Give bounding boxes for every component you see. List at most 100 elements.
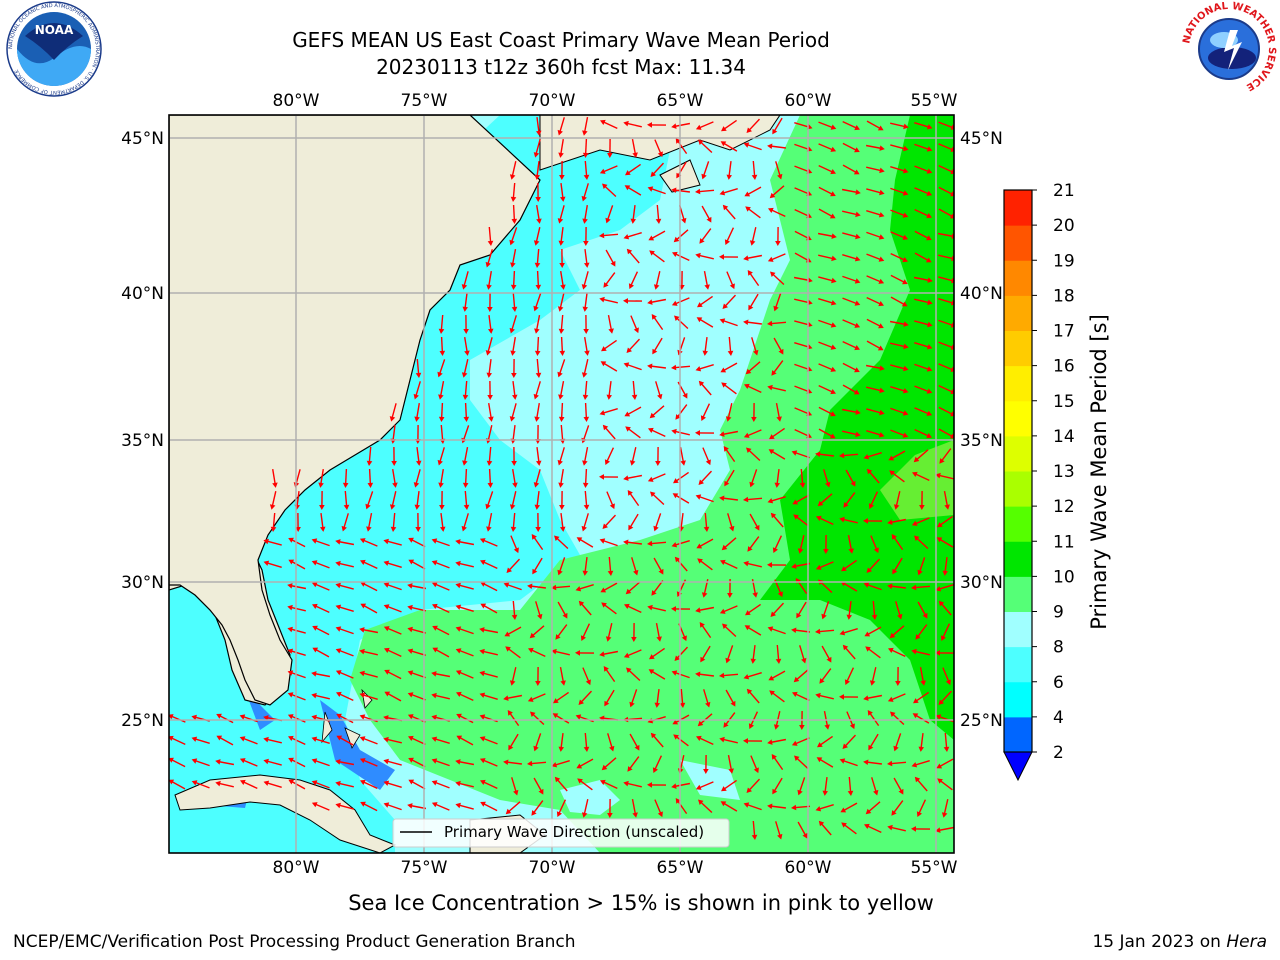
wave-arrow-shaft: [794, 252, 810, 262]
wave-arrow-shaft: [602, 165, 618, 173]
wave-arrow-head: [651, 314, 657, 320]
wave-arrow-head: [915, 634, 921, 640]
wave-arrow-shaft: [842, 319, 858, 327]
wave-arrow-head: [557, 569, 563, 576]
wave-arrow-head: [824, 724, 830, 730]
wave-arrow-head: [533, 482, 540, 488]
wave-arrow-head: [729, 283, 735, 290]
wave-arrow-head: [792, 691, 798, 697]
wave-arrow-head: [887, 583, 893, 589]
wave-arrow-head: [408, 559, 415, 565]
wave-arrow-head: [825, 481, 831, 488]
wave-arrow-head: [696, 735, 702, 741]
wave-arrow-head: [671, 542, 678, 548]
wave-arrow-shaft: [724, 206, 736, 220]
wave-arrow-head: [359, 736, 366, 742]
wave-arrow-shaft: [434, 781, 450, 789]
wave-arrow-head: [768, 207, 774, 213]
wave-arrow-head: [743, 142, 750, 148]
wave-arrow-head: [674, 315, 680, 321]
wave-arrow-head: [392, 482, 398, 488]
wave-arrow-head: [360, 801, 366, 807]
wave-arrow-shaft: [511, 161, 517, 177]
wave-arrow-shaft: [700, 382, 712, 396]
wave-arrow-head: [719, 736, 725, 743]
wave-arrow-head: [719, 318, 726, 324]
wave-arrow-head: [671, 783, 677, 789]
wave-arrow-shaft: [458, 782, 474, 788]
wave-arrow-shaft: [722, 142, 738, 152]
wave-arrow-shaft: [506, 626, 522, 636]
wave-arrow-head: [607, 570, 614, 576]
wave-arrow-shaft: [579, 690, 593, 704]
wave-arrow-head: [855, 233, 861, 240]
wave-arrow-head: [610, 260, 616, 267]
wave-arrow-head: [649, 412, 656, 419]
wave-arrow-shaft: [941, 623, 951, 639]
wave-arrow-head: [849, 723, 855, 730]
wave-arrow-head: [529, 632, 536, 639]
wave-arrow-shaft: [554, 650, 570, 656]
wave-arrow-head: [878, 432, 885, 438]
wave-arrow-head: [557, 371, 563, 378]
wave-arrow-shaft: [464, 336, 468, 354]
wave-arrow-head: [320, 526, 326, 532]
wave-arrow-head: [778, 348, 784, 355]
wave-arrow-head: [626, 347, 632, 353]
colorbar-tick-label: 2: [1053, 743, 1064, 763]
wave-arrow-shaft: [773, 535, 783, 551]
wave-arrow-shaft: [630, 315, 638, 331]
wave-arrow-shaft: [823, 710, 829, 728]
wave-arrow-head: [695, 784, 702, 790]
wave-arrow-shaft: [558, 557, 566, 573]
wave-arrow-shaft: [602, 539, 618, 547]
wave-arrow-head: [383, 560, 390, 566]
wave-arrow-shaft: [890, 826, 906, 832]
wave-arrow-head: [911, 826, 916, 832]
wave-arrow-shaft: [584, 468, 588, 486]
wave-arrow-head: [553, 698, 559, 704]
wave-arrow-shaft: [290, 780, 306, 790]
wave-arrow-shaft: [892, 535, 904, 551]
wave-arrow-shaft: [674, 189, 690, 193]
wave-arrow-head: [383, 758, 389, 765]
wave-arrow-head: [926, 433, 932, 439]
wave-arrow-shaft: [750, 755, 758, 771]
wave-arrow-shaft: [656, 689, 660, 705]
wave-arrow-head: [311, 758, 318, 764]
wave-arrow-shaft: [890, 648, 906, 658]
wave-arrow-shaft: [337, 760, 355, 766]
wave-arrow-head: [578, 699, 584, 705]
wave-arrow-head: [487, 240, 494, 246]
wave-arrow-shaft: [583, 116, 589, 134]
wave-arrow-head: [949, 213, 954, 219]
wave-arrow-shaft: [821, 645, 831, 661]
wave-arrow-head: [748, 304, 754, 311]
wave-arrow-shaft: [290, 693, 306, 701]
wave-arrow-shaft: [697, 189, 715, 193]
wave-arrow-head: [658, 568, 664, 575]
wave-arrow-shaft: [314, 561, 330, 569]
wave-arrow-shaft: [818, 143, 834, 151]
wave-arrow-shaft: [314, 738, 330, 744]
wave-arrow-head: [719, 608, 726, 614]
wave-arrow-head: [679, 702, 686, 708]
wave-arrow-head: [287, 648, 294, 654]
wave-arrow-head: [817, 742, 823, 748]
wave-arrow-head: [318, 482, 324, 488]
wave-arrow-head: [878, 301, 884, 307]
wave-arrow-shaft: [434, 694, 450, 700]
wave-arrow-shaft: [438, 359, 446, 375]
wave-arrow-head: [879, 387, 885, 394]
wave-arrow-head: [582, 152, 589, 158]
wave-arrow-shaft: [818, 254, 834, 260]
wave-arrow-head: [830, 191, 836, 197]
wave-arrow-head: [794, 755, 800, 761]
wave-arrow-head: [605, 636, 612, 642]
wave-arrow-shaft: [320, 513, 324, 529]
wave-arrow-head: [582, 482, 589, 488]
wave-arrow-head: [480, 581, 486, 587]
wave-arrow-shaft: [314, 648, 330, 658]
wave-arrow-shaft: [583, 271, 589, 287]
wave-arrow-shaft: [530, 585, 546, 589]
